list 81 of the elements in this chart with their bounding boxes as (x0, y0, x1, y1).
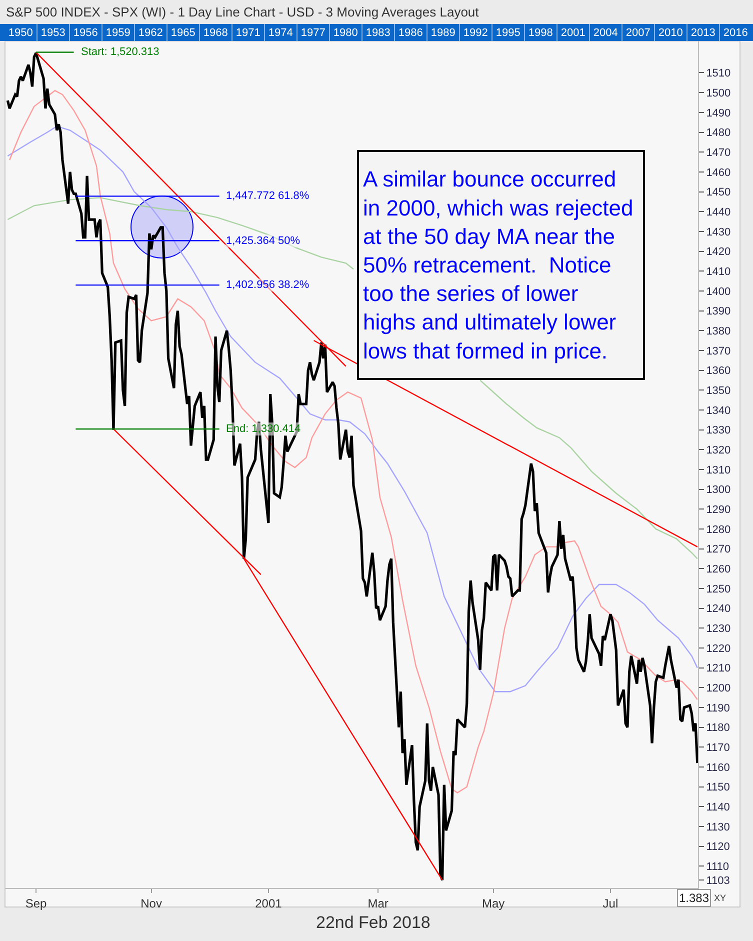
y-tick-label: 1300 (706, 484, 731, 496)
x2-tick-label: 2010 (658, 26, 683, 39)
x2-tick-label: 1977 (300, 26, 326, 39)
x2-tick-label: 1995 (496, 26, 520, 39)
text: XY (714, 893, 726, 903)
y-tick-label: 1290 (706, 504, 731, 516)
x2-tick-label: 1965 (170, 26, 196, 39)
x-tick-label: Nov (140, 896, 162, 910)
x2-tick-label: 2004 (593, 26, 618, 39)
y-tick-label: 1360 (706, 365, 731, 378)
y-tick-label: 1130 (706, 821, 730, 834)
y-tick-label: 1270 (706, 544, 731, 556)
x2-tick-label: 1959 (106, 26, 130, 39)
y-tick-label: 1350 (706, 384, 731, 397)
annotation: End: 1,330.414 (226, 423, 301, 435)
y-tick-label: 1440 (706, 206, 731, 218)
y-tick-label: 1510 (706, 68, 731, 80)
y-tick-label: 1390 (706, 306, 731, 318)
y-tick-label: 1500 (706, 87, 731, 100)
y-tick-label: 1380 (706, 325, 731, 338)
x2-tick-label: 1998 (528, 26, 553, 39)
x-tick-label: Jul (602, 896, 618, 910)
chart-title: S&P 500 INDEX - SPX (WI) - 1 Day Line Chart - USD - 3 Moving Averages Layout (6, 4, 480, 20)
y-tick-label: 1330 (706, 424, 731, 437)
x2-tick-label: 2001 (560, 26, 586, 39)
y-tick-label: 1170 (706, 742, 730, 754)
x2-tick-label: 1992 (463, 26, 488, 39)
y-tick-label: 1460 (706, 166, 731, 179)
x2-tick-label: 2016 (723, 26, 748, 39)
y-tick-label: 1280 (706, 524, 731, 536)
x2-tick-label: 1950 (8, 26, 33, 39)
y-tick-label: 1340 (706, 404, 731, 417)
y-tick-label: 1103 (706, 874, 730, 887)
x2-tick-label: 1980 (333, 26, 358, 39)
y-tick-label: 1190 (706, 702, 730, 714)
annotation: Start: 1,520.313 (81, 46, 160, 58)
y-tick-label: 1450 (706, 186, 731, 199)
x2-tick-label: 1962 (138, 26, 163, 39)
x2-tick-label: 1956 (73, 26, 98, 39)
y-tick-label: 1400 (706, 286, 731, 298)
x2-tick-label: 1989 (430, 26, 456, 39)
text: 22nd Feb 2018 (316, 913, 430, 932)
y-tick-label: 1180 (706, 722, 730, 734)
annotation: A similar bounce occurred in 2000, which was rejected at the 50 day MA near the 50% retracement. Notice too the series of lower highs and ultimately lower lows that formed in price. (363, 166, 634, 364)
y-tick-label: 1220 (706, 642, 731, 655)
y-tick-label: 1240 (706, 603, 731, 616)
y-tick-label: 1210 (706, 662, 731, 675)
y-tick-label: 1320 (706, 444, 731, 456)
x2-tick-label: 1971 (236, 26, 260, 39)
y-tick-label: 1310 (706, 464, 731, 476)
y-tick-label: 1420 (706, 246, 731, 258)
x2-tick-label: 2013 (690, 26, 716, 39)
x-tick-label: Sep (25, 896, 48, 910)
y-tick-label: 1250 (706, 583, 731, 596)
y-tick-label: 1120 (706, 841, 730, 854)
y-tick-label: 1200 (706, 682, 731, 695)
annotation: 1,447.772 61.8% (226, 190, 310, 202)
y-tick-label: 1480 (706, 127, 731, 140)
y-tick-label: 1140 (706, 802, 730, 814)
annotation: 1,402.956 38.2% (226, 279, 310, 291)
y-tick-label: 1430 (706, 226, 731, 238)
x-tick-label: May (482, 896, 505, 910)
x2-tick-label: 1986 (398, 26, 423, 39)
y-tick-label: 1230 (706, 623, 731, 635)
annotation: 1,425.364 50% (226, 235, 300, 247)
y-tick-label: 1160 (706, 762, 730, 774)
y-tick-label: 1490 (706, 107, 731, 120)
x2-tick-label: 2007 (626, 26, 650, 39)
y-tick-label: 1370 (706, 345, 731, 358)
text: 1.383 (679, 891, 710, 905)
y-tick-label: 1110 (706, 861, 730, 874)
y-tick-label: 1150 (706, 782, 730, 794)
y-tick-label: 1470 (706, 146, 731, 159)
y-tick-label: 1410 (706, 266, 731, 278)
x2-tick-label: 1968 (203, 26, 228, 39)
x2-tick-label: 1974 (268, 26, 293, 39)
y-tick-label: 1260 (706, 563, 731, 576)
x2-tick-label: 1983 (366, 26, 390, 39)
x2-tick-label: 1953 (40, 26, 66, 39)
x-tick-label: 2001 (255, 896, 282, 910)
x-tick-label: Mar (368, 896, 388, 910)
